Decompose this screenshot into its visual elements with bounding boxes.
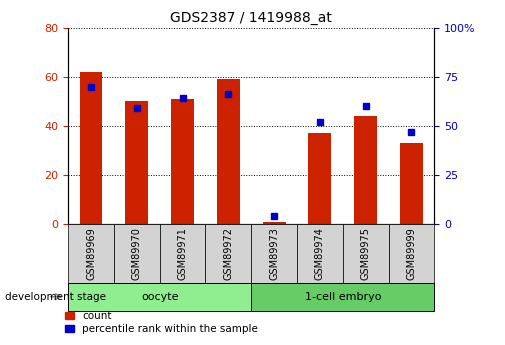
Bar — [343, 224, 388, 283]
Bar — [114, 224, 160, 283]
Bar — [400, 143, 423, 224]
Bar — [80, 72, 103, 224]
Title: GDS2387 / 1419988_at: GDS2387 / 1419988_at — [170, 11, 332, 25]
Text: GSM89974: GSM89974 — [315, 227, 325, 280]
Text: GSM89969: GSM89969 — [86, 227, 96, 280]
Text: development stage: development stage — [5, 292, 106, 302]
Text: GSM89971: GSM89971 — [178, 227, 187, 280]
Bar — [388, 224, 434, 283]
Text: GSM89972: GSM89972 — [223, 227, 233, 280]
Text: GSM89975: GSM89975 — [361, 227, 371, 280]
Bar — [251, 283, 434, 310]
Text: oocyte: oocyte — [141, 292, 178, 302]
Bar — [160, 224, 206, 283]
Bar — [309, 133, 331, 224]
Bar — [171, 99, 194, 224]
Text: 1-cell embryo: 1-cell embryo — [305, 292, 381, 302]
Text: GSM89973: GSM89973 — [269, 227, 279, 280]
Bar — [68, 224, 114, 283]
Bar — [297, 224, 343, 283]
Legend: count, percentile rank within the sample: count, percentile rank within the sample — [63, 309, 260, 336]
Text: GSM89970: GSM89970 — [132, 227, 142, 280]
Text: GSM89999: GSM89999 — [407, 227, 417, 280]
Bar — [263, 222, 285, 224]
Bar — [125, 101, 148, 224]
Bar — [68, 283, 251, 310]
Bar — [206, 224, 251, 283]
Bar — [251, 224, 297, 283]
Bar — [217, 79, 240, 224]
Bar — [354, 116, 377, 224]
